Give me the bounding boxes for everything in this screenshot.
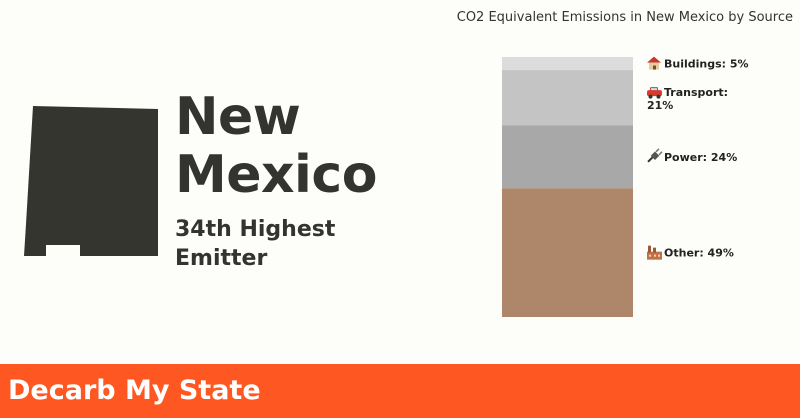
emitter-rank-line1: 34th Highest [175, 217, 336, 242]
state-name-line2: Mexico [175, 145, 377, 205]
bar-segment-2 [502, 125, 633, 189]
segment-label-3: Other: 49% [664, 247, 734, 260]
new-mexico-state-shape [24, 106, 158, 256]
state-name-line1: New [175, 87, 301, 147]
plug-icon [647, 148, 663, 163]
footer-banner: Decarb My State [0, 364, 800, 418]
segment-label-1: Transport: [664, 86, 728, 99]
segment-label-1-line2: 21% [647, 99, 673, 112]
bar-segment-1 [502, 70, 633, 126]
emissions-stacked-bar-chart: Buildings: 5% Transport:21% Power: 24% Othe… [502, 56, 749, 317]
emitter-rank-line2: Emitter [175, 246, 268, 271]
brand-title: Decarb My State [8, 375, 261, 406]
factory-icon [647, 245, 662, 260]
bar-segment-3 [502, 188, 633, 317]
bar-segment-0 [502, 57, 633, 71]
house-icon [647, 56, 661, 70]
emitter-rank: 34th Highest Emitter [175, 215, 335, 273]
chart-title: CO2 Equivalent Emissions in New Mexico b… [456, 10, 793, 25]
state-name: New Mexico [175, 88, 377, 204]
segment-label-0: Buildings: 5% [664, 58, 749, 71]
segment-label-2: Power: 24% [664, 151, 737, 164]
car-icon [647, 87, 662, 99]
